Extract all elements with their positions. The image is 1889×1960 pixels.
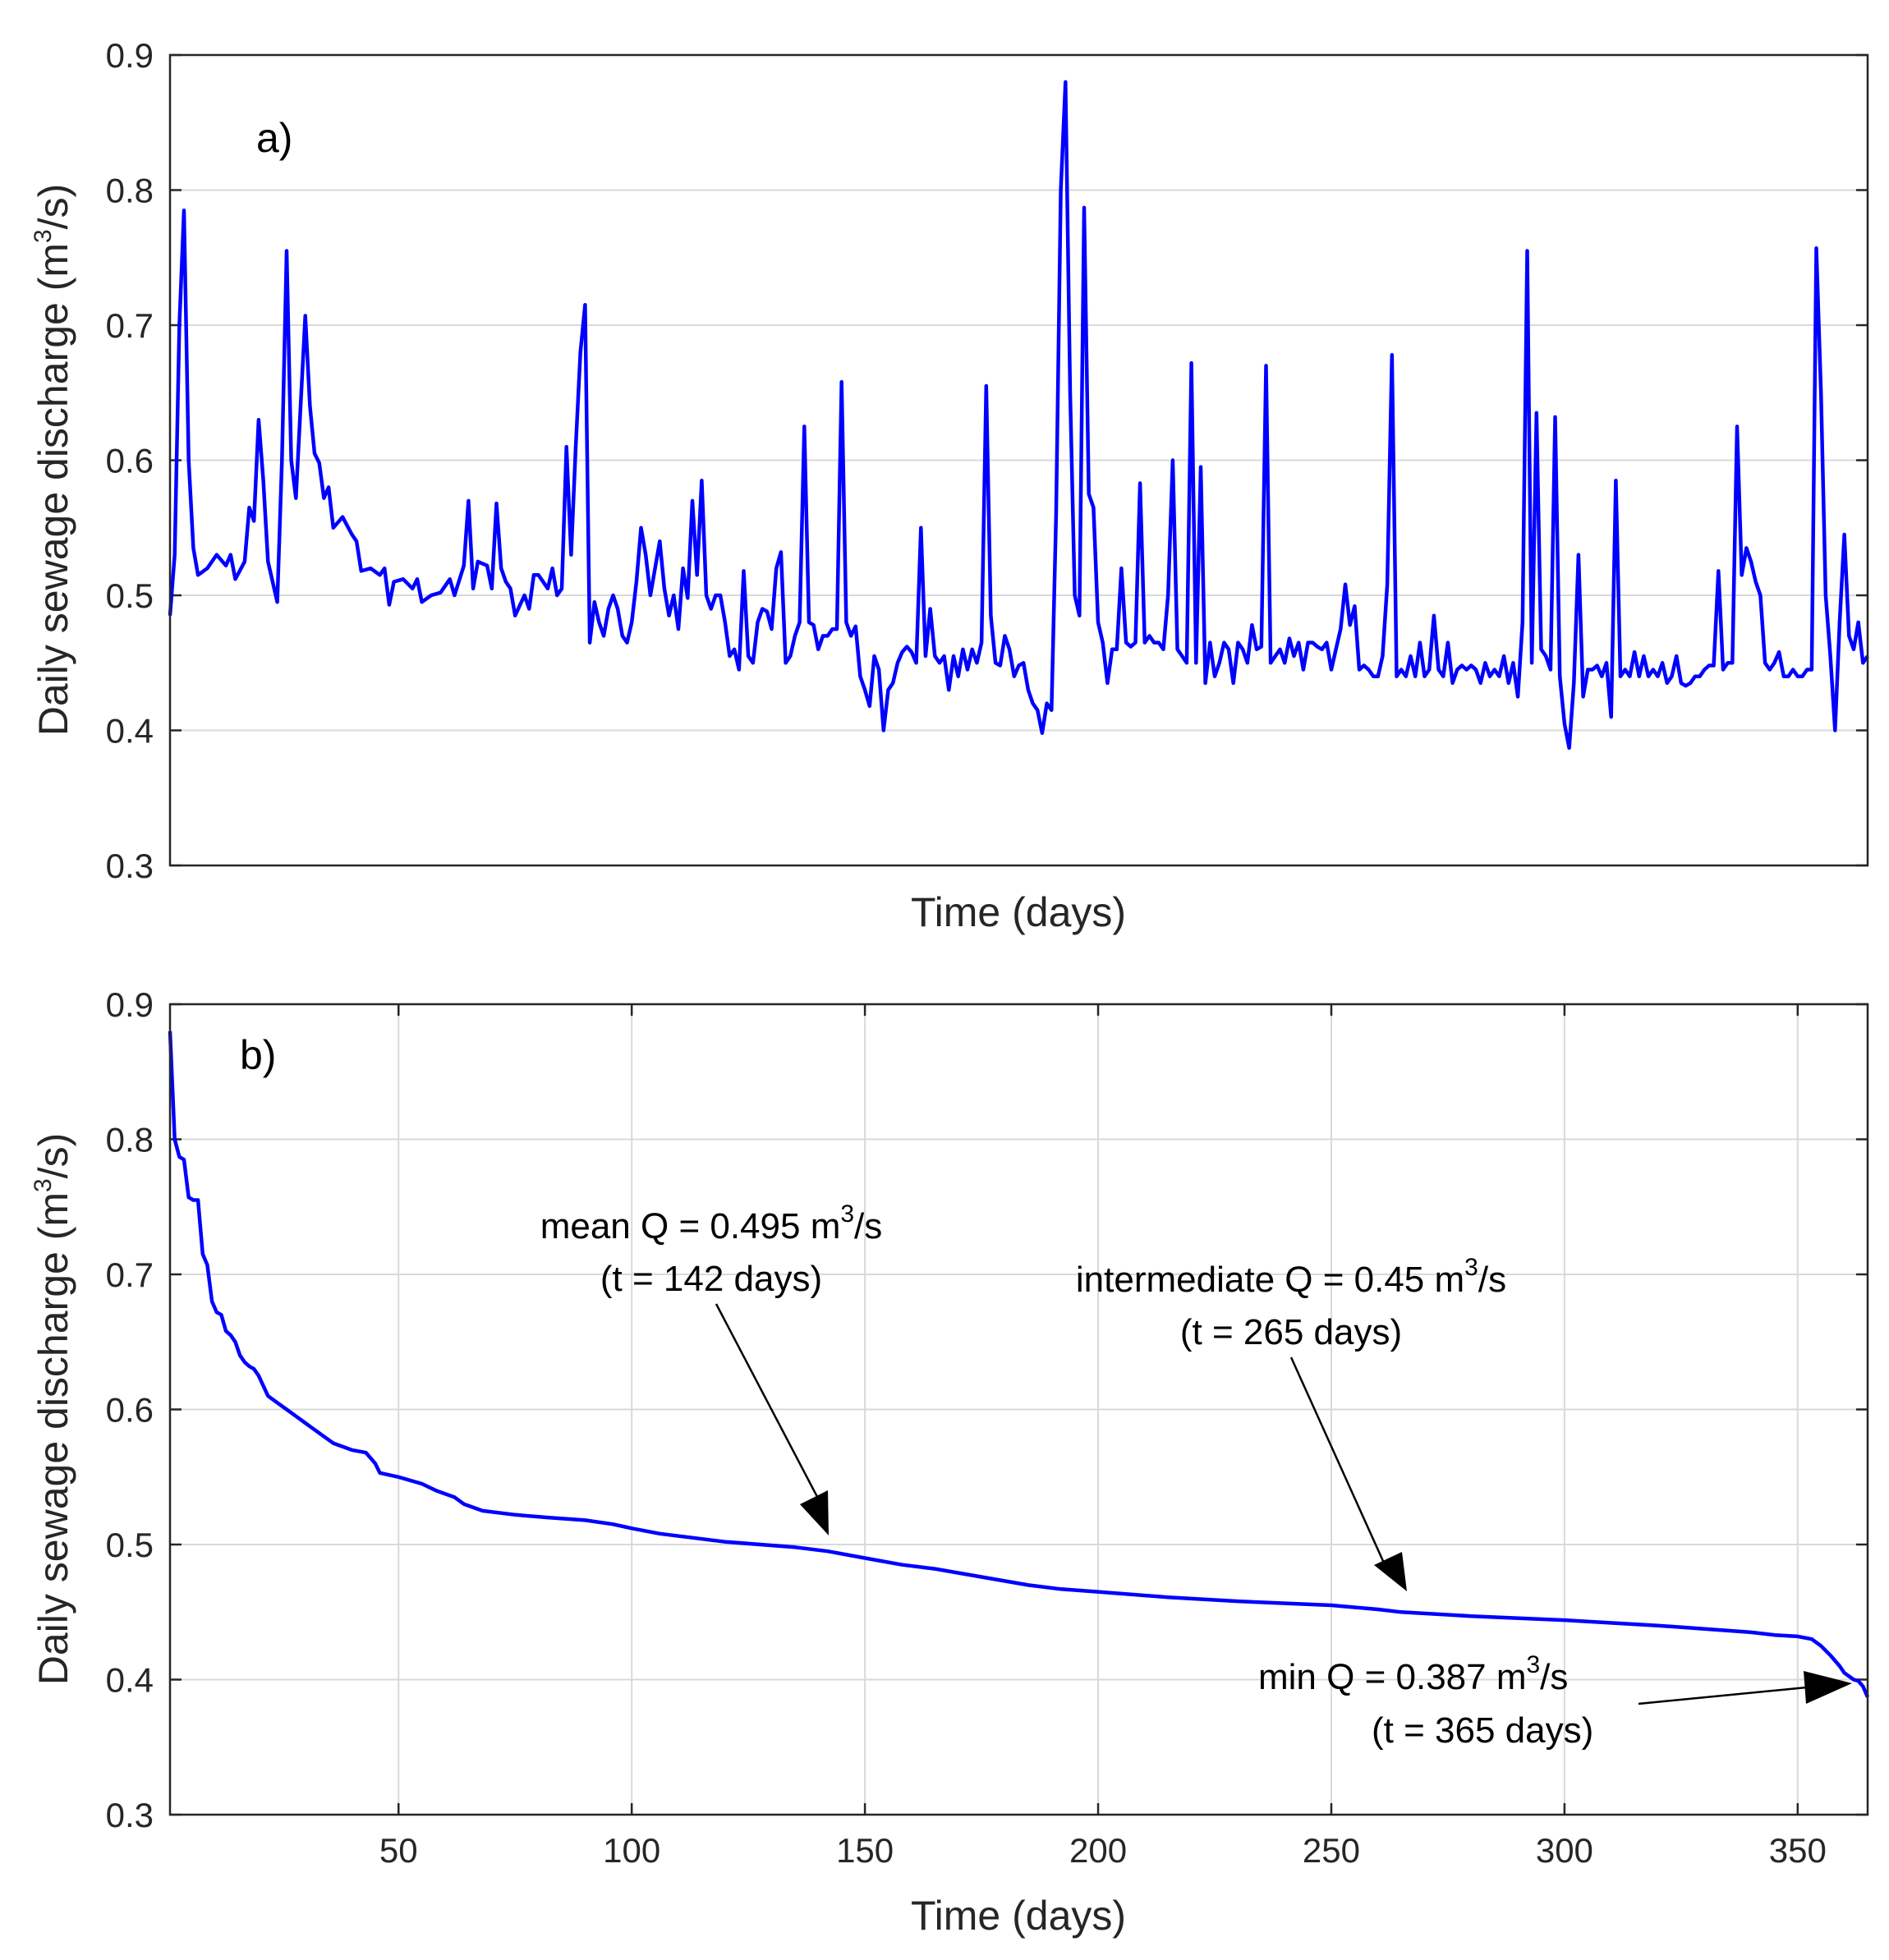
panel-a-y-axis-label-sup: 3 (30, 229, 57, 243)
panel-b-series-line (168, 1030, 1870, 1698)
panel-b: 0.3 0.4 0.5 0.6 0.7 0.8 0.9 50 100 150 200 250 300 3… (30, 985, 1870, 1939)
panel-a-frame (168, 53, 1869, 867)
annotation-intermediate-line1-suffix: /s (1478, 1260, 1506, 1300)
panel-a-y-axis-label-suffix: /s) (30, 184, 76, 230)
annotation-min-line1-suffix: /s (1540, 1657, 1568, 1697)
annotation-intermediate-line2: (t = 265 days) (1180, 1312, 1402, 1352)
panel-b-y-tick-label: 0.3 (106, 1796, 154, 1834)
panel-b-y-axis-label-suffix: /s) (30, 1133, 76, 1179)
panel-b-label: b) (240, 1032, 276, 1078)
panel-a-x-axis-label: Time (days) (911, 889, 1126, 935)
panel-b-y-tick-label: 0.4 (106, 1661, 154, 1700)
panel-b-x-tick-label: 100 (603, 1831, 660, 1870)
panel-a-y-tick-label: 0.3 (106, 847, 154, 885)
annotation-mean-line1: mean Q = 0.495 m3/s (540, 1200, 883, 1246)
annotation-min-arrow-shaft (1638, 1686, 1808, 1705)
panel-b-series (168, 1030, 1870, 1698)
annotation-mean-line1-suffix: /s (854, 1206, 882, 1246)
annotation-min-line1: min Q = 0.387 m3/s (1258, 1651, 1568, 1697)
panel-b-x-axis-label: Time (days) (911, 1893, 1126, 1939)
panel-a-y-axis-label: Daily sewage discharge (m3/s) (30, 184, 76, 736)
panel-b-y-axis-label-sup: 3 (30, 1178, 57, 1192)
panel-a-series-line (168, 80, 1869, 750)
annotation-min-arrow-head (1804, 1671, 1852, 1704)
panel-b-y-tick-label: 0.6 (106, 1391, 154, 1430)
annotation-mean-line2: (t = 142 days) (600, 1259, 822, 1299)
panel-b-x-ticks: 50 100 150 200 250 300 350 (379, 1004, 1827, 1870)
panel-a-y-tick-label: 0.8 (106, 172, 154, 210)
annotation-intermediate: intermediate Q = 0.45 m3/s (t = 265 days… (1076, 1254, 1506, 1591)
panel-b-x-tick-label: 200 (1069, 1831, 1127, 1870)
panel-b-x-tick-label: 300 (1536, 1831, 1593, 1870)
annotation-mean-arrow-shaft (715, 1303, 826, 1512)
panel-a-y-axis-label-prefix: Daily sewage discharge (m (30, 243, 76, 736)
annotation-min-line1-prefix: min Q = 0.387 m (1258, 1657, 1526, 1697)
annotation-mean-line1-prefix: mean Q = 0.495 m (540, 1206, 841, 1246)
panel-b-y-tick-label: 0.8 (106, 1121, 154, 1159)
annotation-min-line1-sup: 3 (1526, 1651, 1540, 1678)
panel-b-x-tick-label: 50 (379, 1831, 418, 1870)
panel-b-x-tick-label: 150 (836, 1831, 894, 1870)
panel-a-y-tick-label: 0.4 (106, 712, 154, 750)
panel-a: 0.3 0.4 0.5 0.6 0.7 0.8 0.9 a) Time (days) Dai… (30, 36, 1869, 935)
annotation-intermediate-line1-prefix: intermediate Q = 0.45 m (1076, 1260, 1464, 1300)
annotation-mean-arrow-head (800, 1490, 829, 1535)
annotation-min-line2: (t = 365 days) (1372, 1710, 1593, 1751)
panel-b-x-tick-label: 250 (1303, 1831, 1360, 1870)
panel-a-series (168, 80, 1869, 750)
panel-b-x-tick-label: 350 (1769, 1831, 1827, 1870)
annotation-mean: mean Q = 0.495 m3/s (t = 142 days) (540, 1200, 883, 1535)
annotation-mean-line1-sup: 3 (840, 1200, 854, 1228)
annotation-intermediate-line1: intermediate Q = 0.45 m3/s (1076, 1254, 1506, 1300)
panel-b-y-tick-label: 0.5 (106, 1526, 154, 1564)
panel-a-y-ticks: 0.3 0.4 0.5 0.6 0.7 0.8 0.9 (106, 36, 1868, 885)
panel-b-y-tick-label: 0.7 (106, 1255, 154, 1294)
annotation-intermediate-line1-sup: 3 (1464, 1254, 1478, 1281)
panel-b-y-axis-label: Daily sewage discharge (m3/s) (30, 1133, 76, 1685)
annotation-intermediate-arrow-shaft (1289, 1356, 1388, 1569)
annotation-min: min Q = 0.387 m3/s (t = 365 days) (1258, 1651, 1852, 1751)
panel-a-y-tick-label: 0.9 (106, 36, 154, 75)
panel-a-y-tick-label: 0.6 (106, 442, 154, 480)
panel-b-y-ticks: 0.3 0.4 0.5 0.6 0.7 0.8 0.9 (106, 985, 1868, 1834)
panel-a-y-tick-label: 0.7 (106, 306, 154, 345)
panel-a-y-tick-label: 0.5 (106, 576, 154, 615)
panel-b-frame (168, 1003, 1869, 1816)
panel-b-y-axis-label-prefix: Daily sewage discharge (m (30, 1192, 76, 1685)
panel-b-y-tick-label: 0.9 (106, 985, 154, 1024)
annotation-intermediate-arrow-head (1374, 1552, 1407, 1591)
panel-a-label: a) (256, 115, 292, 161)
